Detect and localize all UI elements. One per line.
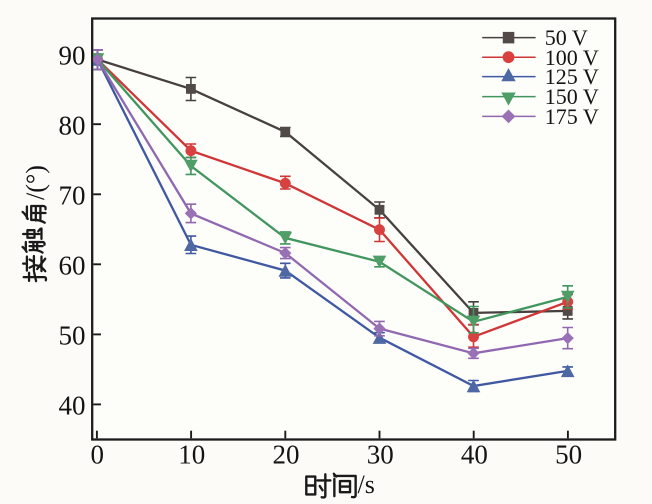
svg-text:20: 20: [273, 440, 300, 470]
svg-text:/s: /s: [358, 470, 375, 499]
svg-text:40: 40: [461, 440, 488, 470]
svg-text:40: 40: [59, 391, 86, 421]
svg-text:100 V: 100 V: [545, 45, 599, 70]
svg-text:50: 50: [555, 440, 582, 470]
svg-text:30: 30: [367, 440, 394, 470]
svg-text:10: 10: [178, 440, 205, 470]
svg-text:80: 80: [59, 110, 86, 140]
svg-text:90: 90: [59, 40, 86, 70]
svg-text:/(°): /(°): [21, 165, 50, 200]
svg-text:70: 70: [59, 180, 86, 210]
svg-text:175 V: 175 V: [545, 104, 599, 129]
svg-text:125 V: 125 V: [545, 64, 599, 89]
svg-text:50 V: 50 V: [545, 25, 588, 50]
svg-text:60: 60: [59, 250, 86, 280]
svg-text:0: 0: [91, 440, 105, 470]
svg-text:150 V: 150 V: [545, 84, 599, 109]
svg-text:50: 50: [59, 321, 86, 351]
